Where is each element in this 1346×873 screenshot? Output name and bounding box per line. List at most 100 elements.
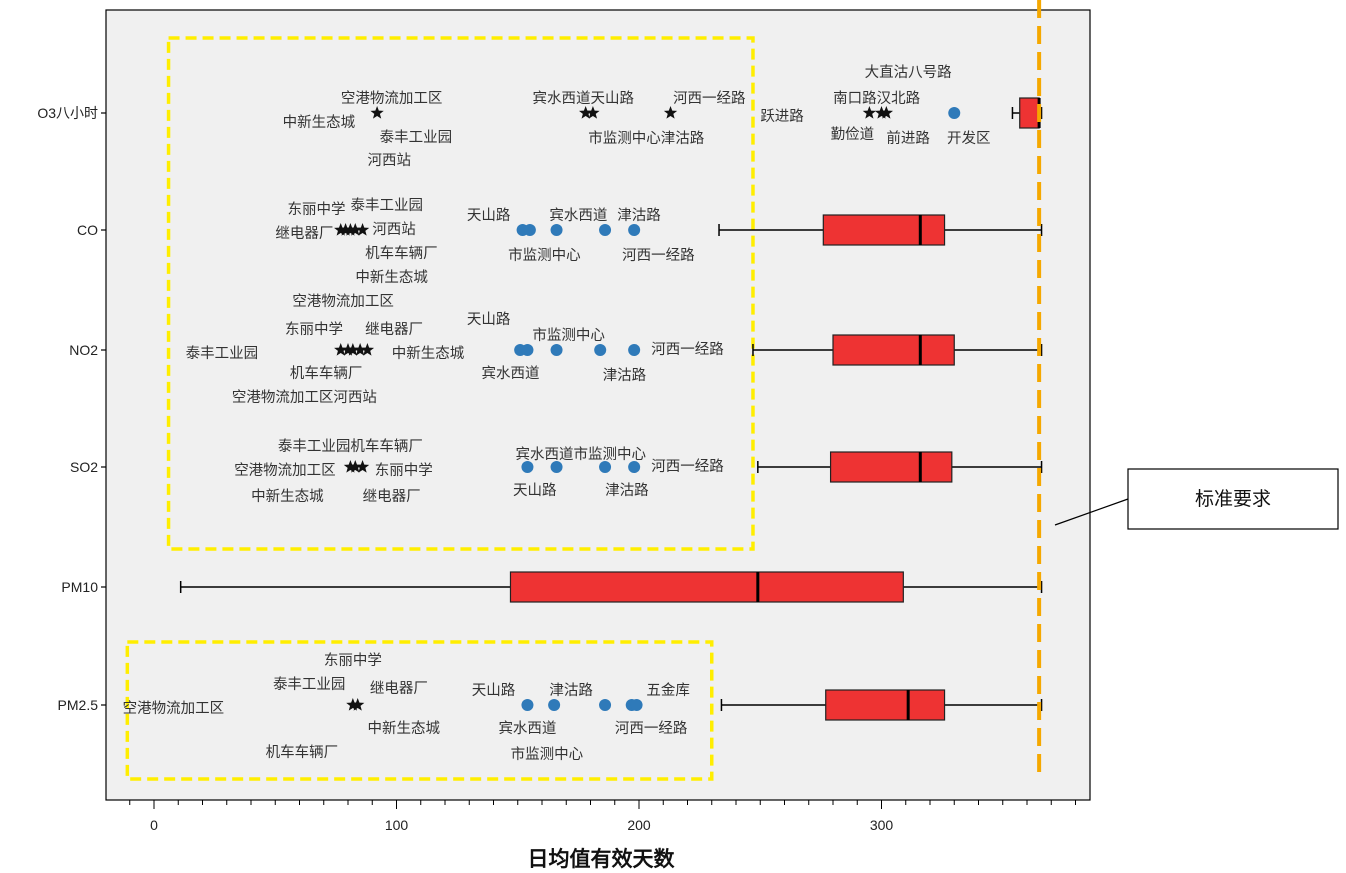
station-label: 宾水西道市监测中心 (516, 446, 647, 463)
callout-box (1127, 468, 1339, 530)
outlier-star (578, 106, 593, 119)
station-label: 市监测中心 (511, 746, 584, 763)
station-label: 机车车辆厂 (290, 365, 363, 382)
outlier-star (879, 106, 894, 119)
outlier-star (370, 106, 384, 119)
x-tick-label: 300 (870, 817, 894, 833)
station-label: 空港物流加工区 (341, 90, 443, 107)
outlier-star (334, 343, 348, 356)
category-label: SO2 (70, 459, 98, 475)
station-label: 河西一经路 (651, 341, 724, 358)
highlight-region-2 (125, 640, 714, 781)
station-label: 泰丰工业园机车车辆厂 (278, 438, 423, 455)
station-label: 勤俭道 (831, 126, 875, 143)
station-label: 津沽路 (549, 682, 593, 699)
outlier-star (343, 223, 358, 236)
callout-text: 标准要求 (1195, 488, 1271, 510)
station-label: 泰丰工业园 (273, 676, 346, 693)
station-label: 河西一经路 (673, 90, 746, 107)
outlier-star (353, 343, 367, 356)
station-label: 市监测中心津沽路 (588, 130, 704, 147)
outlier-star (586, 106, 600, 119)
station-label: 东丽中学 (285, 321, 343, 338)
station-label: 中新生态城 (251, 488, 324, 505)
outlier-star (341, 343, 355, 356)
station-label: 天山路 (472, 682, 516, 699)
box-PM2.5 (720, 689, 1043, 721)
station-label: 河西一经路 (622, 247, 695, 264)
station-label: 宾水西道天山路 (532, 90, 634, 107)
outlier-circle (550, 224, 563, 236)
x-axis-title: 日均值有效天数 (528, 847, 676, 871)
station-label: 天山路 (467, 311, 511, 328)
outlier-circle (628, 344, 641, 356)
category-label: PM10 (61, 579, 98, 595)
iqr-box (829, 451, 953, 483)
outlier-circle (550, 461, 563, 473)
outlier-circle (628, 224, 641, 236)
highlight-region-1 (166, 36, 755, 551)
outlier-circle (599, 699, 612, 711)
station-label: 继电器厂 (365, 321, 423, 338)
outlier-star (346, 343, 360, 356)
station-label: 空港物流加工区 (123, 700, 225, 717)
iqr-box (1019, 97, 1040, 129)
station-label: 天山路 (513, 482, 557, 499)
station-label: 机车车辆厂 (266, 744, 339, 761)
station-label: 河西一经路 (651, 458, 724, 475)
station-label: 东丽中学 (287, 201, 345, 218)
station-label: 继电器厂 (363, 488, 421, 505)
outlier-circle (521, 699, 534, 711)
station-label: 市监测中心 (508, 247, 581, 264)
outlier-star (348, 223, 362, 236)
station-label: 跃进路 (760, 108, 804, 125)
category-label: O3八小时 (37, 105, 98, 121)
outlier-star (355, 223, 370, 236)
station-label: 五金库 (646, 682, 690, 699)
station-label: 继电器厂 (370, 680, 428, 697)
outlier-circle (521, 461, 534, 473)
station-label: 河西站 (372, 221, 416, 238)
outlier-circle (628, 461, 641, 473)
station-label: 宾水西道 (481, 365, 539, 382)
box-CO (718, 214, 1043, 246)
outlier-circle (948, 107, 961, 119)
outlier-circle (523, 224, 536, 236)
station-label: 泰丰工业园 (380, 129, 453, 146)
station-label: 宾水西道 (498, 720, 556, 737)
station-label: 津沽路 (603, 367, 647, 384)
station-label: 泰丰工业园 (351, 197, 424, 214)
iqr-box (832, 334, 955, 366)
category-label: CO (77, 222, 98, 238)
outlier-circle (521, 344, 534, 356)
station-label: 空港物流加工区 (234, 462, 336, 479)
outlier-star (346, 698, 360, 711)
station-label: 机车车辆厂 (365, 245, 438, 262)
station-label: 继电器厂 (275, 225, 333, 242)
outlier-circle (630, 699, 643, 711)
outlier-circle (548, 699, 561, 711)
station-label: 中新生态城 (283, 114, 356, 131)
station-label: 河西一经路 (615, 720, 688, 737)
outlier-star (355, 460, 370, 473)
station-label: 天山路 (467, 207, 511, 224)
outlier-star (360, 343, 375, 356)
outlier-star (862, 106, 877, 119)
station-label: 前进路 (886, 130, 930, 147)
iqr-box (822, 214, 946, 246)
outlier-star (343, 460, 358, 473)
station-label: 空港物流加工区河西站 (232, 389, 377, 406)
x-tick-label: 200 (627, 817, 651, 833)
station-label: 空港物流加工区 (292, 293, 394, 310)
outlier-star (351, 698, 365, 711)
station-label: 津沽路 (605, 482, 649, 499)
outlier-circle (599, 461, 612, 473)
outlier-star (874, 106, 889, 119)
iqr-box (825, 689, 946, 721)
outlier-star (663, 106, 678, 119)
station-label: 中新生态城 (368, 720, 441, 737)
box-PM10 (179, 571, 1043, 603)
outlier-circle (599, 224, 612, 236)
box-SO2 (757, 451, 1043, 483)
